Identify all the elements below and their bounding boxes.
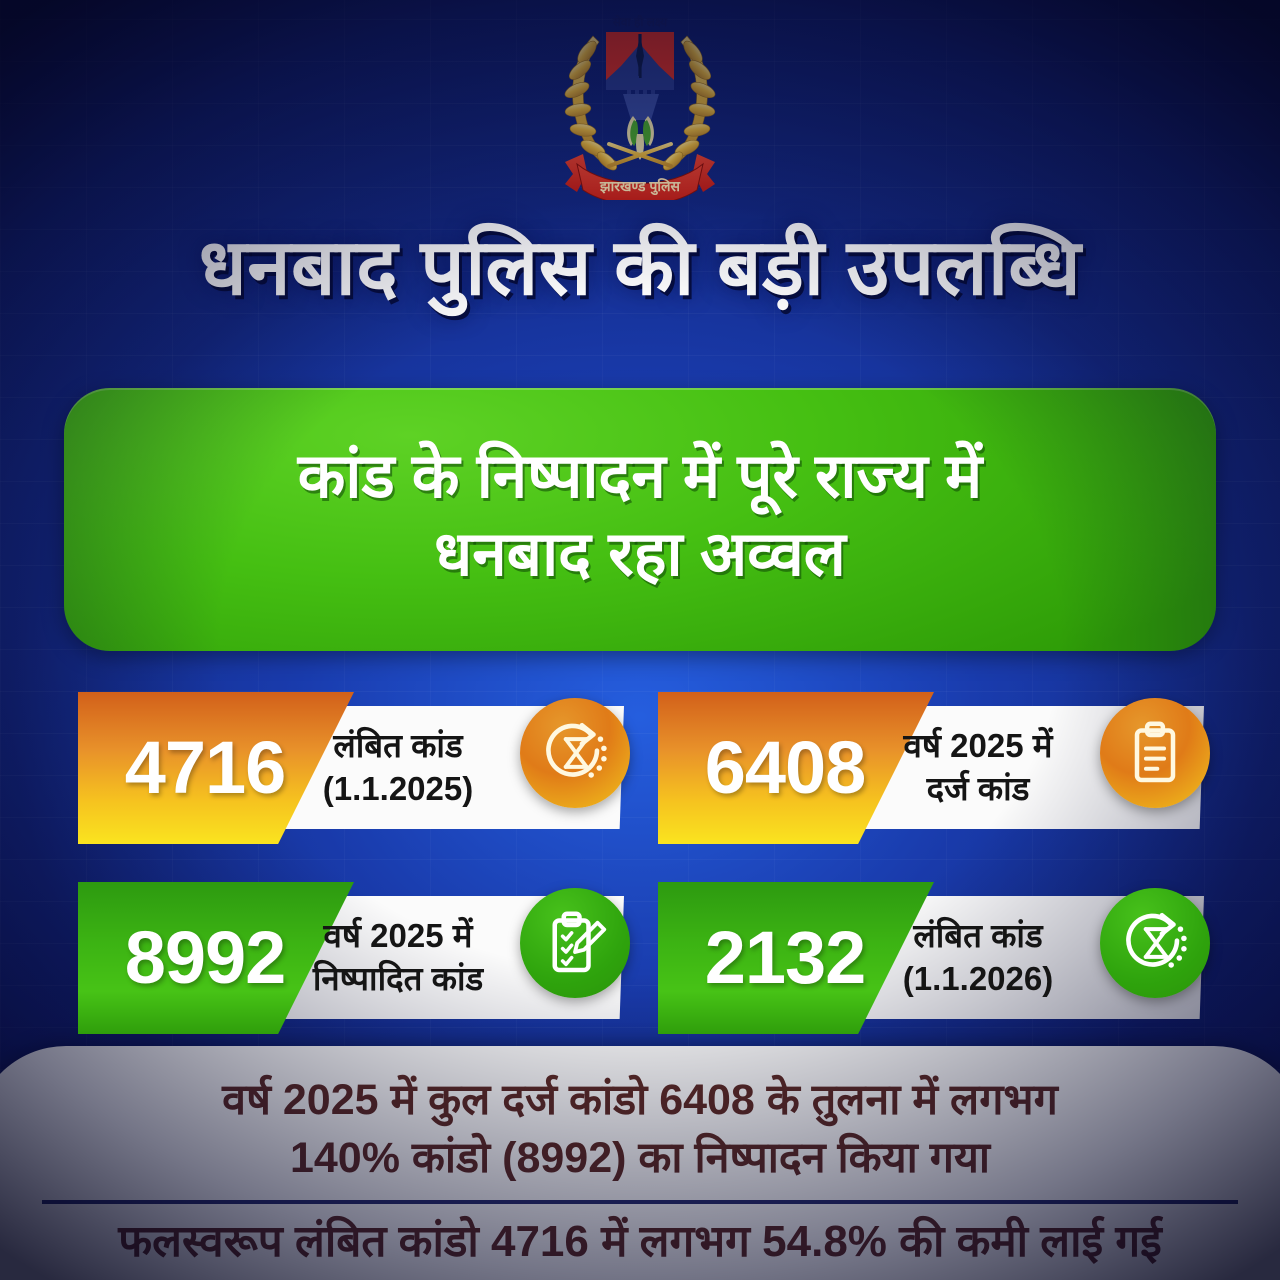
stat-label-line-1: वर्ष 2025 में (323, 917, 473, 955)
stat-label-line-1: लंबित कांड (333, 727, 463, 765)
emblem-ribbon: झारखण्ड पुलिस (565, 154, 715, 206)
stat-value: 8992 (124, 916, 287, 999)
emblem-motto-text: सेवा ही लक्ष्य (612, 15, 669, 29)
clipboard-check-pencil-icon (520, 888, 630, 998)
jharkhand-police-emblem: सेवा ही लक्ष्य (547, 4, 733, 206)
headline-line-1: कांड के निष्पादन में पूरे राज्य में (297, 442, 983, 511)
stat-value: 2132 (704, 916, 867, 999)
hourglass-rotate-icon (1100, 888, 1210, 998)
stat-card-pending-2026: 2132 लंबित कांड (1.1.2026) (658, 882, 1210, 1034)
page-title: धनबाद पुलिस की बड़ी उपलब्धि (198, 223, 1082, 311)
stat-card-disposed-2025: 8992 वर्ष 2025 में निष्पादित कांड (78, 882, 630, 1034)
stat-card-label: लंबित कांड (1.1.2026) (843, 896, 1113, 1019)
headline-line-2: धनबाद रहा अव्वल (434, 519, 846, 589)
stat-label-line-2: निष्पादित कांड (312, 959, 484, 997)
summary-line-1: वर्ष 2025 में कुल दर्ज कांडो 6408 के तुल… (222, 1076, 1058, 1124)
summary-line-2: 140% कांडो (8992) का निष्पादन किया गया (289, 1133, 991, 1182)
stat-card-label: लंबित कांड (1.1.2025) (263, 706, 533, 829)
summary-line-3: फलस्वरूप लंबित कांडो 4716 में लगभग 54.8%… (118, 1217, 1162, 1267)
emblem-banner-text: झारखण्ड पुलिस (599, 178, 680, 196)
stat-label-line-2: (1.1.2025) (322, 769, 474, 807)
hourglass-rotate-icon (520, 698, 630, 808)
stat-label-line-1: लंबित कांड (913, 917, 1043, 955)
stat-value: 6408 (704, 726, 867, 809)
stat-label-line-1: वर्ष 2025 में (903, 727, 1053, 765)
stat-card-pending-2025: 4716 लंबित कांड (1.1.2025) (78, 692, 630, 844)
stat-card-registered-2025: 6408 वर्ष 2025 में दर्ज कांड (658, 692, 1210, 844)
headline-banner: कांड के निष्पादन में पूरे राज्य में धनबा… (64, 388, 1216, 651)
stat-card-label: वर्ष 2025 में निष्पादित कांड (263, 896, 533, 1019)
stat-value: 4716 (124, 726, 287, 809)
stat-label-line-2: (1.1.2026) (902, 959, 1054, 997)
emblem-shield (606, 32, 674, 90)
stat-label-line-2: दर्ज कांड (926, 769, 1030, 807)
clipboard-icon (1100, 698, 1210, 808)
summary-panel: वर्ष 2025 में कुल दर्ज कांडो 6408 के तुल… (0, 1046, 1280, 1280)
stat-card-label: वर्ष 2025 में दर्ज कांड (843, 706, 1113, 829)
summary-divider (42, 1200, 1238, 1205)
